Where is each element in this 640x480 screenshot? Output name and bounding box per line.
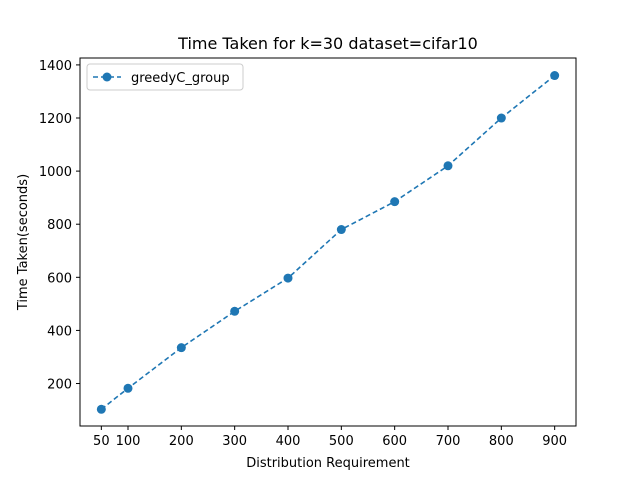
data-point [390,197,400,207]
y-tick-label: 1000 [39,165,72,180]
y-tick-label: 800 [47,218,72,233]
data-point [96,404,106,414]
x-tick-label: 500 [329,434,354,449]
data-point [443,161,453,171]
y-tick-label: 1200 [39,112,72,127]
series-layer [96,71,560,414]
data-point [230,306,240,316]
data-point [550,71,560,81]
y-axis-label: Time Taken(seconds) [16,174,31,311]
x-tick-label: 400 [276,434,301,449]
y-tick-label: 400 [47,324,72,339]
y-axis: 200 400 600 800 1000 1200 1400 [39,59,80,393]
legend-marker [102,72,112,82]
x-tick-label: 700 [436,434,461,449]
x-axis-label: Distribution Requirement [246,456,410,471]
data-point [176,343,186,353]
x-axis: 50 100 200 300 400 500 600 700 800 900 [93,426,567,449]
x-tick-label: 300 [222,434,247,449]
x-tick-label: 800 [489,434,514,449]
x-tick-label: 600 [382,434,407,449]
legend-box [86,63,244,91]
data-point [496,113,506,123]
data-point [123,383,133,393]
x-tick-label: 200 [169,434,194,449]
legend: greedyC_group [86,63,244,91]
y-tick-label: 1400 [39,59,72,74]
x-tick-label: 50 [93,434,110,449]
legend-label-greedyC-group: greedyC_group [131,71,230,86]
x-tick-label: 900 [542,434,567,449]
series-line-0 [100,74,556,410]
x-tick-label: 100 [116,434,141,449]
chart-title: Time Taken for k=30 dataset=cifar10 [177,34,478,53]
data-point [283,273,293,283]
axes-frame [79,57,577,427]
plot-area: 50 100 200 300 400 500 600 700 800 900 200 400 600 8… [39,57,577,449]
y-tick-label: 600 [47,271,72,286]
y-tick-label: 200 [47,378,72,393]
data-point [336,225,346,235]
